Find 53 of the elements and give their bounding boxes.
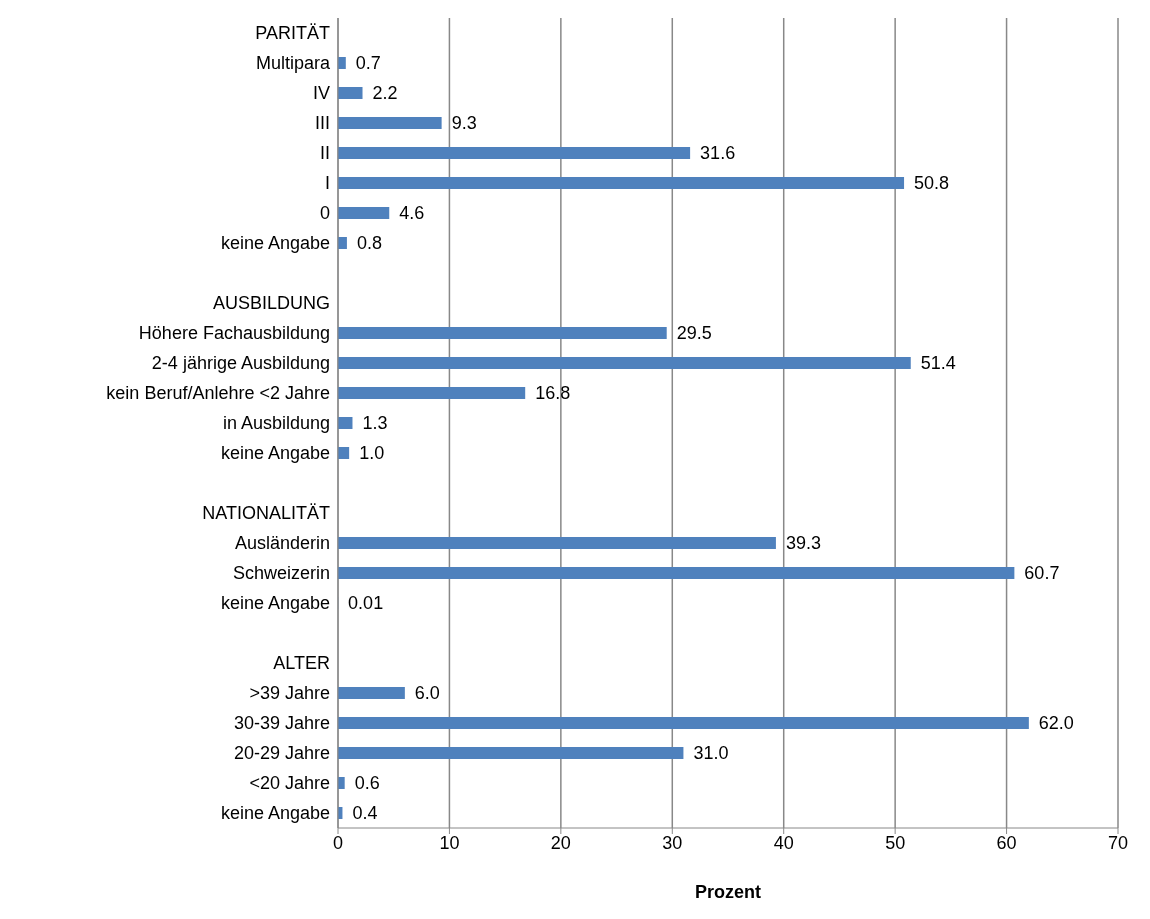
y-tick-label: 2-4 jährige Ausbildung [151,353,330,374]
data-label: 4.6 [399,203,425,224]
y-tick-label: I [324,173,330,194]
data-label: 1.3 [362,413,388,434]
y-tick-label: <20 Jahre [249,773,330,794]
y-tick-label: keine Angabe [220,443,330,464]
y-tick-label: II [319,143,330,164]
x-tick-label: 20 [550,832,571,853]
data-label: 1.0 [359,443,385,464]
y-tick-label: Ausländerin [234,533,330,554]
data-label: 2.2 [372,83,398,104]
y-tick-label: 0 [319,203,330,224]
data-label: 31.6 [700,143,736,164]
y-tick-label: keine Angabe [220,803,330,824]
x-tick-label: 10 [439,832,460,853]
data-label: 51.4 [920,353,956,374]
x-tick-label: 40 [773,832,794,853]
y-tick-label: 30-39 Jahre [233,713,330,734]
data-label: 6.0 [414,683,440,704]
data-label: 60.7 [1024,563,1060,584]
data-label: 0.4 [352,803,378,824]
x-tick-label: 60 [996,832,1017,853]
y-tick-label: Multipara [255,53,331,74]
y-tick-label: keine Angabe [220,233,330,254]
data-label: 62.0 [1038,713,1074,734]
data-label: 29.5 [676,323,712,344]
data-label: 9.3 [451,113,477,134]
x-tick-label: 70 [1107,832,1129,853]
y-tick-label: >39 Jahre [249,683,330,704]
data-label: 0.6 [354,773,380,794]
y-tick-label: Höhere Fachausbildung [138,323,330,344]
y-tick-label: PARITÄT [255,23,330,44]
y-tick-label: kein Beruf/Anlehre <2 Jahre [106,383,330,404]
data-label: 31.0 [693,743,729,764]
y-tick-label: in Ausbildung [222,413,330,434]
y-tick-label: 20-29 Jahre [233,743,330,764]
y-tick-label: Schweizerin [232,563,330,584]
data-label: 0.01 [348,593,384,614]
x-axis-title: Prozent [694,882,762,902]
data-label: 0.8 [356,233,382,254]
data-label: 0.7 [355,53,381,74]
x-tick-label: 0 [332,832,344,853]
x-tick-label: 50 [885,832,906,853]
data-label: 39.3 [785,533,821,554]
x-tick-label: 30 [662,832,683,853]
data-label: 50.8 [914,173,950,194]
y-tick-label: IV [312,83,330,104]
y-tick-label: keine Angabe [220,593,330,614]
data-label: 16.8 [535,383,571,404]
y-tick-label: NATIONALITÄT [202,503,330,524]
y-tick-label: AUSBILDUNG [212,293,330,314]
y-tick-label: III [314,113,330,134]
y-tick-label: ALTER [273,653,330,674]
